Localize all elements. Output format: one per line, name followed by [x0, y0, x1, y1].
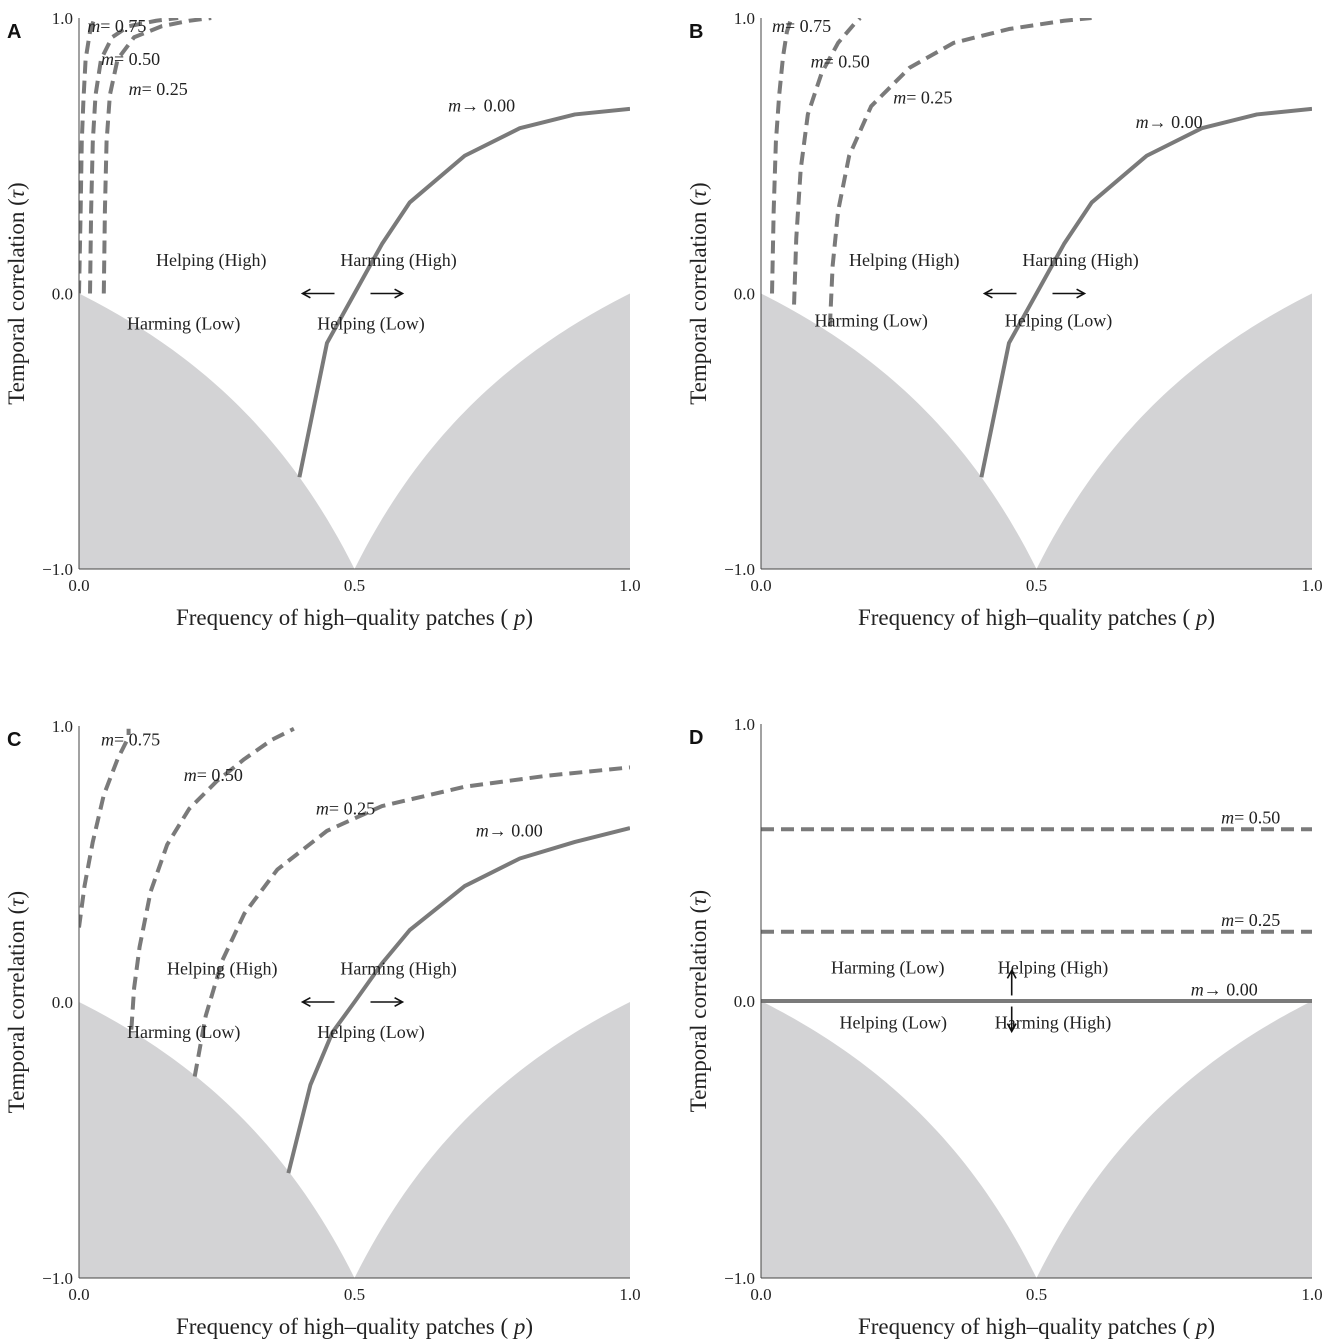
annotation: Helping (High) [849, 250, 959, 271]
y-tick-label: −1.0 [42, 1269, 73, 1288]
y-axis-label: Temporal correlation (τ) [686, 890, 711, 1112]
x-tick-label: 1.0 [1301, 576, 1322, 595]
infeasible-region [79, 293, 630, 569]
series-line-2 [192, 765, 630, 1077]
annotation: Harming (High) [1022, 250, 1138, 271]
series-label: m= 0.25 [316, 798, 375, 818]
series-line-3 [286, 826, 630, 1174]
y-tick-label: −1.0 [42, 560, 73, 579]
y-tick-label: 0.0 [52, 993, 73, 1012]
y-axis-label: Temporal correlation (τ) [686, 182, 711, 404]
series-line-1 [129, 726, 295, 1030]
panel-label: A [7, 21, 21, 43]
infeasible-region [761, 1001, 1312, 1278]
series-label: m= 0.25 [129, 79, 188, 99]
x-tick-label: 0.5 [1026, 576, 1047, 595]
x-tick-label: 1.0 [1301, 1285, 1322, 1304]
y-tick-label: 1.0 [52, 9, 73, 28]
annotation: Harming (High) [995, 1013, 1111, 1034]
y-tick-label: 0.0 [52, 285, 73, 304]
infeasible-region [79, 1002, 630, 1278]
y-tick-label: 1.0 [734, 715, 755, 734]
series-label: m= 0.75 [87, 16, 146, 36]
y-axis-label: Temporal correlation (τ) [4, 182, 29, 404]
x-tick-label: 0.0 [750, 576, 771, 595]
series-label: m= 0.50 [1221, 808, 1280, 828]
annotation: Helping (Low) [317, 313, 424, 334]
y-tick-label: 0.0 [734, 992, 755, 1011]
x-tick-label: 1.0 [619, 1285, 640, 1304]
direction-arrows [300, 996, 405, 1008]
series-line-3 [297, 106, 630, 478]
y-tick-label: 1.0 [734, 9, 755, 28]
infeasible-region [761, 293, 1312, 569]
panel-label: D [689, 727, 703, 749]
x-tick-label: 0.5 [344, 576, 365, 595]
annotation: Harming (Low) [127, 1022, 240, 1043]
series-label: m= 0.50 [184, 765, 243, 785]
annotation: Harming (High) [340, 958, 456, 979]
x-tick-label: 0.5 [344, 1285, 365, 1304]
annotation: Harming (Low) [831, 957, 944, 978]
y-tick-label: 1.0 [52, 717, 73, 736]
x-tick-label: 0.0 [68, 1285, 89, 1304]
series-line-0 [770, 18, 794, 294]
series-line-2 [827, 18, 1092, 327]
annotation: Helping (Low) [317, 1022, 424, 1043]
direction-arrows [1006, 968, 1017, 1034]
panel-label: C [7, 729, 21, 751]
series-label: m→ 0.00 [448, 96, 515, 116]
annotation: Helping (Low) [1005, 311, 1112, 332]
x-axis-label: Frequency of high–quality patches ( p) [176, 605, 533, 630]
annotation: Helping (Low) [839, 1013, 946, 1034]
x-tick-label: 0.0 [68, 576, 89, 595]
series-line-2 [101, 18, 212, 294]
annotation: Helping (High) [167, 958, 277, 979]
x-tick-label: 0.5 [1026, 1285, 1047, 1304]
x-tick-label: 0.0 [750, 1285, 771, 1304]
series-line-0 [79, 18, 97, 294]
x-axis-label: Frequency of high–quality patches ( p) [858, 605, 1215, 630]
annotation: Helping (High) [156, 250, 266, 271]
series-line-1 [792, 18, 862, 305]
panel-label: B [689, 21, 703, 43]
y-tick-label: −1.0 [724, 1269, 755, 1288]
x-axis-label: Frequency of high–quality patches ( p) [176, 1314, 533, 1339]
y-axis-label: Temporal correlation (τ) [4, 891, 29, 1113]
x-axis-label: Frequency of high–quality patches ( p) [858, 1314, 1215, 1339]
series-label: m→ 0.00 [476, 820, 543, 840]
series-line-1 [88, 18, 179, 294]
annotation: Helping (High) [998, 957, 1108, 978]
series-label: m= 0.50 [101, 49, 160, 69]
series-label: m→ 0.00 [1136, 112, 1203, 132]
series-label: m= 0.75 [101, 729, 160, 749]
annotation: Harming (Low) [127, 313, 240, 334]
series-label: m= 0.25 [1221, 910, 1280, 930]
y-tick-label: −1.0 [724, 560, 755, 579]
series-line-0 [79, 728, 131, 928]
annotation: Harming (High) [340, 250, 456, 271]
direction-arrows [300, 288, 405, 299]
annotation: Harming (Low) [814, 311, 927, 332]
direction-arrows [982, 288, 1087, 299]
series-line-3 [979, 106, 1312, 478]
series-label: m= 0.25 [893, 87, 952, 107]
series-label: m= 0.50 [811, 52, 870, 72]
y-tick-label: 0.0 [734, 285, 755, 304]
series-label: m= 0.75 [772, 16, 831, 36]
series-label: m→ 0.00 [1191, 979, 1258, 999]
x-tick-label: 1.0 [619, 576, 640, 595]
